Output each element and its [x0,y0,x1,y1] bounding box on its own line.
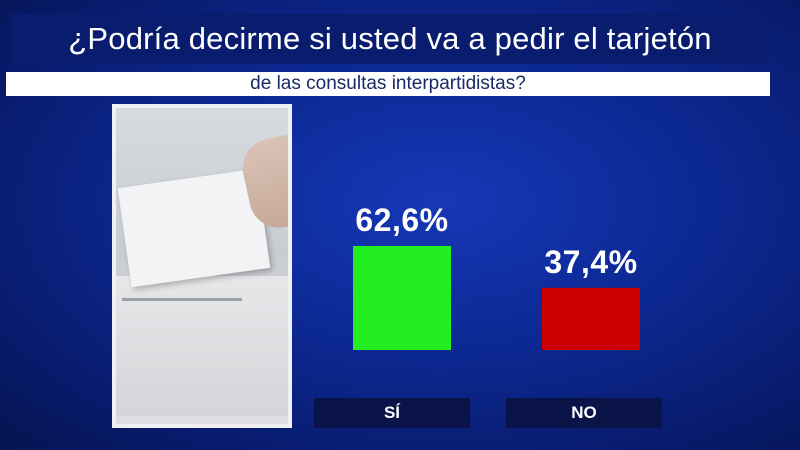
ballot-slot [122,298,242,301]
category-label-si: SÍ [314,398,470,428]
question-subtitle: de las consultas interpartidistas? [6,72,770,96]
value-label-si: 62,6% [355,202,449,238]
bar-no [542,287,640,350]
category-label-no: NO [506,398,662,428]
value-label-no: 37,4% [544,243,638,280]
ballot-box-photo [112,104,292,428]
question-title: ¿Podría decirme si usted va a pedir el t… [12,14,768,64]
bar-si [353,246,451,350]
